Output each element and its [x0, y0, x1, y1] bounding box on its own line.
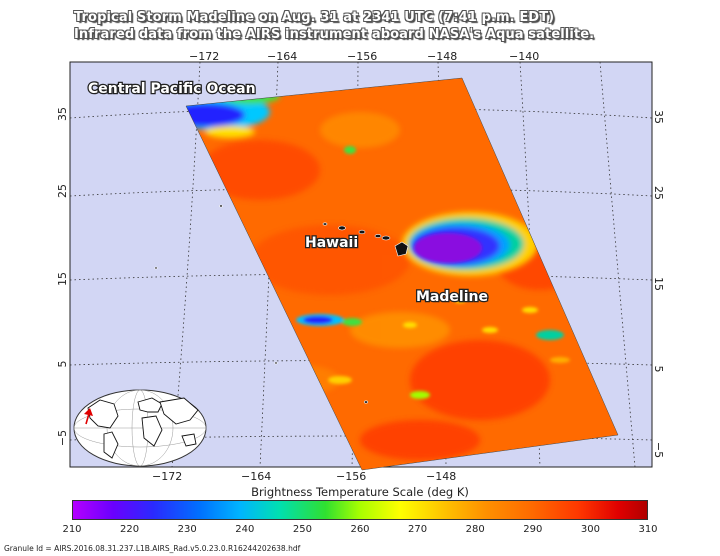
colorbar-tick: 300 [580, 524, 600, 535]
colorbar-ticks: 210 220 230 240 250 260 270 280 290 300 … [62, 524, 657, 538]
colorbar-tick: 230 [177, 524, 197, 535]
bottom-lon-tick: −148 [426, 470, 456, 483]
colorbar-tick: 310 [638, 524, 658, 535]
locator-globe [73, 389, 207, 467]
map-title-line-2: Infrared data from the AIRS instrument a… [74, 27, 595, 42]
right-lat-tick: 15 [652, 277, 665, 291]
right-lat-tick: 35 [652, 110, 665, 124]
top-lon-tick: −140 [509, 50, 539, 63]
right-lat-tick: −5 [652, 442, 665, 458]
madeline-label: Madeline [416, 289, 488, 305]
top-lon-tick: −148 [427, 50, 457, 63]
left-lat-tick: 5 [56, 361, 69, 368]
left-latitude-ticks: 35 25 15 5 −5 [56, 107, 69, 446]
right-lat-tick: 25 [652, 186, 665, 200]
top-longitude-ticks: −172 −164 −156 −148 −140 [189, 50, 539, 63]
colorbar-tick: 210 [62, 524, 82, 535]
left-lat-tick: 15 [56, 272, 69, 286]
bottom-lon-tick: −156 [336, 470, 366, 483]
hawaii-islands [154, 204, 409, 404]
right-latitude-ticks: 35 25 15 5 −5 [652, 110, 665, 458]
bottom-longitude-ticks: −172 −164 −156 −148 [152, 470, 456, 483]
colorbar-tick: 270 [408, 524, 428, 535]
colorbar-tick: 240 [235, 524, 255, 535]
map-title-line-1: Tropical Storm Madeline on Aug. 31 at 23… [74, 10, 555, 25]
left-lat-tick: 35 [56, 107, 69, 121]
colorbar-title: Brightness Temperature Scale (deg K) [251, 485, 469, 499]
colorbar [72, 500, 648, 520]
hawaii-label: Hawaii [305, 235, 358, 251]
bottom-lon-tick: −164 [241, 470, 271, 483]
airs-swath [186, 78, 618, 470]
bottom-lon-tick: −172 [152, 470, 182, 483]
right-lat-tick: 5 [652, 366, 665, 373]
top-lon-tick: −164 [267, 50, 297, 63]
top-lon-tick: −156 [347, 50, 377, 63]
top-lon-tick: −172 [189, 50, 219, 63]
colorbar-tick: 250 [292, 524, 312, 535]
granule-id: Granule Id = AIRS.2016.08.31.237.L1B.AIR… [4, 544, 301, 553]
swath-outline [185, 77, 619, 471]
colorbar-tick: 280 [465, 524, 485, 535]
colorbar-tick: 220 [120, 524, 140, 535]
colorbar-tick: 260 [350, 524, 370, 535]
colorbar-tick: 290 [523, 524, 543, 535]
ocean-label: Central Pacific Ocean [88, 81, 256, 97]
left-lat-tick: 25 [56, 184, 69, 198]
left-lat-tick: −5 [56, 430, 69, 446]
